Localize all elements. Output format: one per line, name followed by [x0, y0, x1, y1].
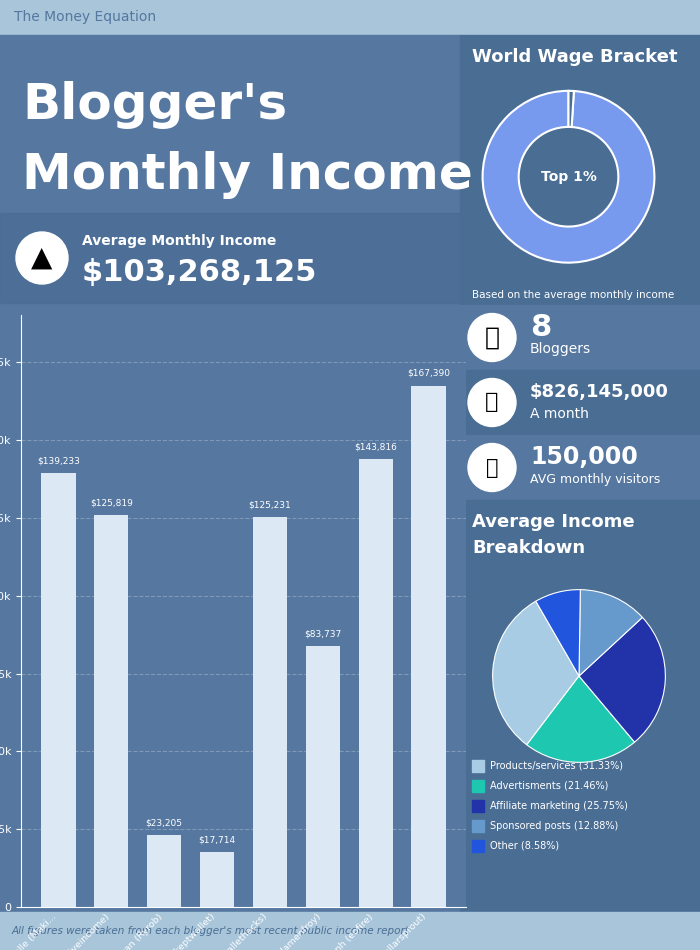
Text: AVG monthly visitors: AVG monthly visitors	[530, 473, 660, 486]
Bar	[358, 459, 393, 907]
Text: 🪙: 🪙	[485, 392, 498, 412]
Wedge shape	[493, 601, 579, 745]
Wedge shape	[568, 91, 574, 127]
Bar	[472, 800, 484, 812]
Bar	[460, 370, 700, 435]
Wedge shape	[482, 91, 654, 262]
Bar	[472, 820, 484, 832]
Text: Blogger's: Blogger's	[22, 81, 287, 129]
Text: $143,816: $143,816	[354, 443, 397, 451]
Bar	[460, 305, 700, 370]
Text: $826,145,000: $826,145,000	[530, 384, 669, 402]
Text: ▲: ▲	[32, 244, 52, 272]
Text: $23,205: $23,205	[146, 818, 183, 827]
Bar	[41, 473, 76, 907]
Text: $139,233: $139,233	[37, 457, 80, 466]
Circle shape	[468, 444, 516, 491]
Bar	[0, 35, 460, 305]
Bar	[94, 515, 129, 907]
Text: $125,231: $125,231	[248, 501, 291, 509]
Bar	[472, 840, 484, 852]
Text: Monthly Income: Monthly Income	[22, 151, 472, 199]
Wedge shape	[527, 676, 635, 762]
Bar	[472, 780, 484, 792]
Text: 🧍: 🧍	[484, 326, 500, 350]
Text: Advertisments (21.46%): Advertisments (21.46%)	[490, 781, 608, 791]
Bar	[472, 760, 484, 772]
Text: 📈: 📈	[486, 458, 498, 478]
Circle shape	[468, 314, 516, 362]
Text: Breakdown: Breakdown	[472, 539, 585, 557]
Bar	[0, 0, 700, 35]
Text: All figures were taken from each blogger's most recent public income report: All figures were taken from each blogger…	[12, 926, 410, 936]
Text: A month: A month	[530, 408, 589, 422]
Text: $17,714: $17,714	[199, 835, 236, 845]
Bar	[200, 852, 235, 907]
Text: Top 1%: Top 1%	[540, 170, 596, 183]
Bar	[460, 500, 700, 912]
Text: $167,390: $167,390	[407, 369, 450, 378]
Bar	[412, 386, 446, 907]
Text: Average Income: Average Income	[472, 513, 635, 531]
Text: World Wage Bracket: World Wage Bracket	[472, 48, 678, 66]
Text: Average Monthly Income: Average Monthly Income	[82, 234, 276, 248]
Text: $83,737: $83,737	[304, 630, 342, 638]
Bar	[0, 213, 460, 303]
Text: 8: 8	[530, 313, 552, 342]
Wedge shape	[536, 590, 580, 676]
Bar	[0, 305, 460, 912]
Circle shape	[468, 378, 516, 427]
Text: Affiliate marketing (25.75%): Affiliate marketing (25.75%)	[490, 801, 628, 811]
Wedge shape	[579, 618, 666, 742]
Bar	[0, 912, 700, 950]
Bar	[306, 646, 340, 907]
Bar	[460, 35, 700, 305]
Bar	[147, 835, 181, 907]
Text: The Money Equation: The Money Equation	[14, 10, 156, 25]
Text: Bloggers: Bloggers	[530, 343, 591, 356]
Text: Sponsored posts (12.88%): Sponsored posts (12.88%)	[490, 821, 618, 831]
Bar	[460, 435, 700, 500]
Wedge shape	[579, 590, 643, 676]
Text: 150,000: 150,000	[530, 446, 638, 469]
Text: Products/services (31.33%): Products/services (31.33%)	[490, 761, 623, 771]
Text: Other (8.58%): Other (8.58%)	[490, 841, 559, 851]
Bar	[253, 517, 287, 907]
Text: $125,819: $125,819	[90, 499, 133, 507]
Text: Based on the average monthly income: Based on the average monthly income	[472, 290, 674, 300]
Circle shape	[16, 232, 68, 284]
Text: $103,268,125: $103,268,125	[82, 258, 317, 288]
